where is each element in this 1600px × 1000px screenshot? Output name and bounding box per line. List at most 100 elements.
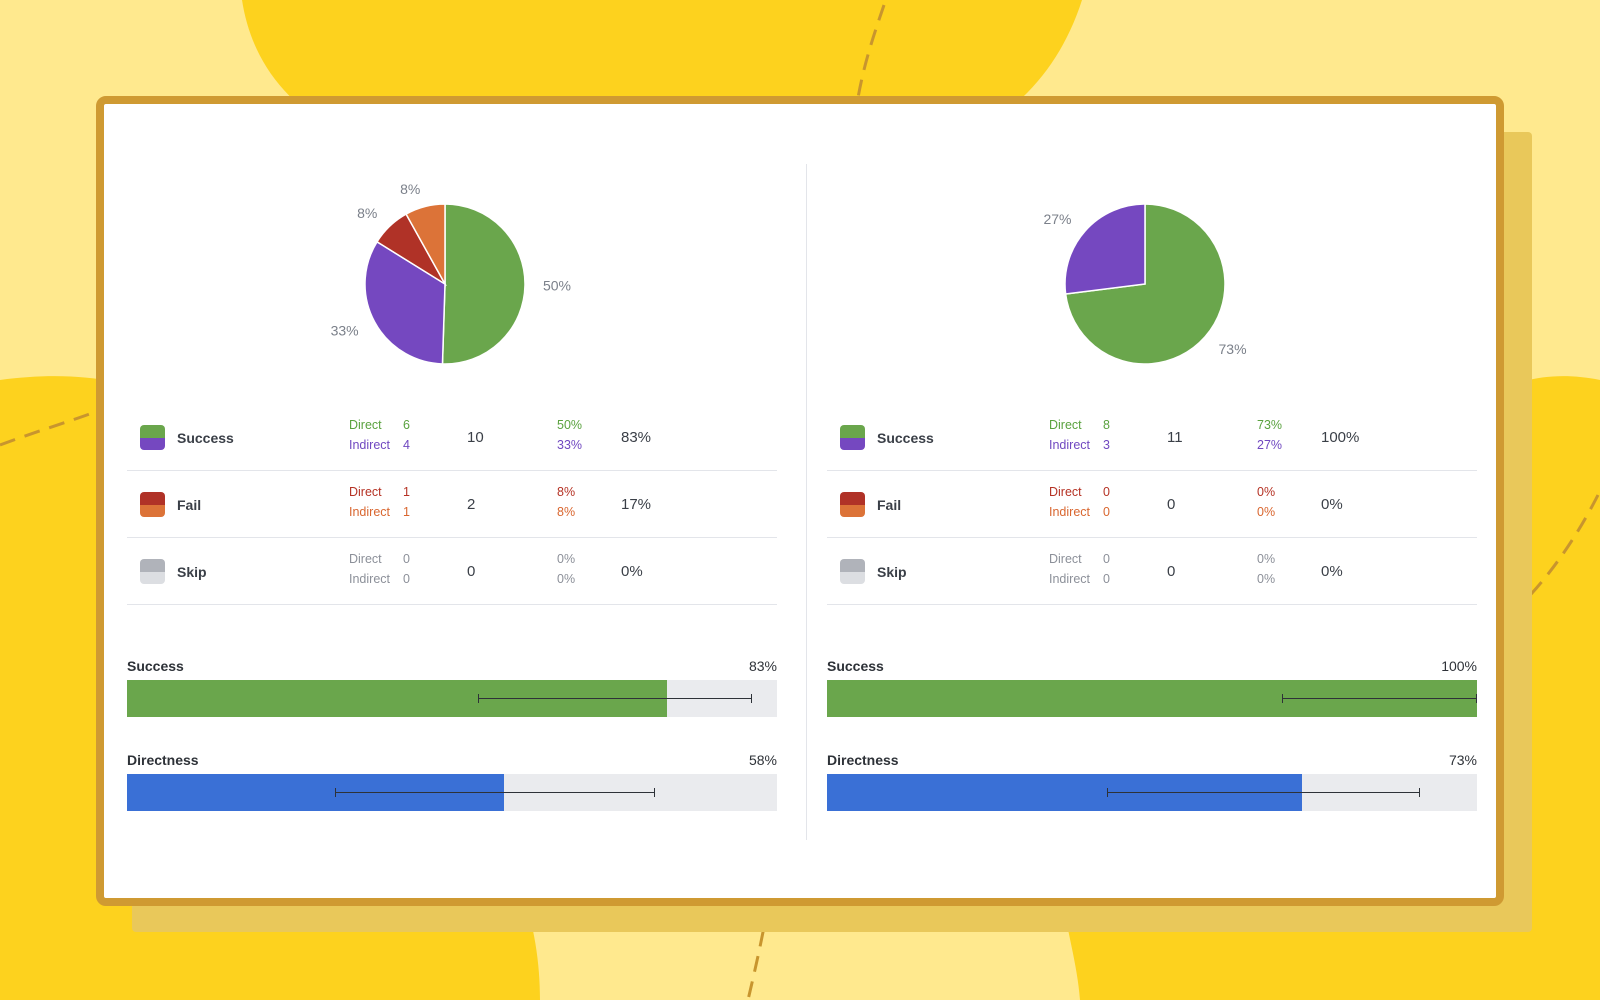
- indirect-percent: 27%: [1257, 438, 1283, 452]
- pie-slice: [405, 203, 446, 287]
- direct-label: Direct: [349, 418, 382, 432]
- indirect-percent: 0%: [557, 572, 576, 586]
- overall-percent: 0%: [1321, 563, 1343, 580]
- total-count: 11: [1167, 429, 1183, 446]
- table-row-skip: Skip Direct 0 Indirect 0 0 0% 0% 0%: [127, 538, 777, 605]
- pie-slice-label: 8%: [357, 205, 377, 221]
- indirect-label: Indirect: [1049, 505, 1090, 519]
- metric-value: 58%: [748, 752, 777, 768]
- total-count: 0: [1167, 496, 1176, 513]
- direct-percent: 0%: [1257, 485, 1276, 499]
- dashed-line: [0, 408, 101, 447]
- directness-bar: [127, 774, 777, 811]
- indirect-count: 1: [403, 505, 410, 519]
- skip-swatch-icon: [140, 559, 165, 584]
- fail-swatch-icon: [140, 492, 165, 517]
- confidence-interval: [335, 792, 654, 793]
- confidence-cap-low: [478, 694, 479, 703]
- metric-label: Directness: [127, 752, 199, 768]
- total-count: 0: [1167, 563, 1176, 580]
- panel-divider: [806, 164, 807, 840]
- indirect-label: Indirect: [1049, 438, 1090, 452]
- direct-percent: 0%: [557, 552, 576, 566]
- total-count: 10: [467, 429, 484, 446]
- pie-slice: [1064, 203, 1146, 295]
- direct-count: 8: [1103, 418, 1110, 432]
- row-label: Fail: [877, 497, 902, 513]
- metric-value: 73%: [1448, 752, 1477, 768]
- direct-label: Direct: [349, 552, 382, 566]
- confidence-cap-low: [1282, 694, 1283, 703]
- confidence-cap-high: [751, 694, 752, 703]
- results-card: 50% 33% 8% 8% Success Direct 6 Indirect 4 1…: [96, 96, 1504, 906]
- direct-label: Direct: [1049, 552, 1082, 566]
- overall-percent: 0%: [1321, 496, 1343, 513]
- table-row-fail: Fail Direct 0 Indirect 0 0 0% 0% 0%: [827, 471, 1477, 538]
- confidence-interval: [1282, 698, 1477, 699]
- direct-count: 6: [403, 418, 410, 432]
- row-label: Fail: [177, 497, 202, 513]
- pie-slice-label: 33%: [331, 322, 359, 338]
- metric-label: Success: [827, 658, 884, 674]
- direct-label: Direct: [1049, 485, 1082, 499]
- indirect-count: 0: [1103, 572, 1110, 586]
- pie-slice-label: 73%: [1219, 341, 1247, 357]
- results-table: Success Direct 8 Indirect 3 11 73% 27% 1…: [827, 404, 1477, 605]
- metric-label: Success: [127, 658, 184, 674]
- overall-percent: 0%: [621, 563, 643, 580]
- direct-count: 0: [1103, 485, 1110, 499]
- confidence-cap-high: [653, 788, 655, 797]
- row-label: Success: [177, 430, 234, 446]
- indirect-percent: 0%: [1257, 505, 1276, 519]
- direct-label: Direct: [1049, 418, 1082, 432]
- indirect-label: Indirect: [349, 505, 390, 519]
- direct-label: Direct: [349, 485, 382, 499]
- indirect-count: 0: [1103, 505, 1110, 519]
- direct-count: 1: [403, 485, 410, 499]
- indirect-percent: 0%: [1257, 572, 1276, 586]
- table-row-success: Success Direct 6 Indirect 4 10 50% 33% 8…: [127, 404, 777, 471]
- direct-percent: 73%: [1257, 418, 1283, 432]
- success-swatch-icon: [140, 425, 165, 450]
- indirect-count: 4: [403, 438, 410, 452]
- pie-slice-label: 50%: [543, 278, 571, 294]
- table-row-success: Success Direct 8 Indirect 3 11 73% 27% 1…: [827, 404, 1477, 471]
- confidence-cap-low: [335, 788, 336, 797]
- pie-slice-label: 8%: [400, 184, 420, 197]
- total-count: 0: [467, 563, 476, 580]
- success-bar: [827, 680, 1477, 717]
- direct-percent: 50%: [557, 418, 583, 432]
- direct-percent: 0%: [1257, 552, 1276, 566]
- fail-swatch-icon: [840, 492, 865, 517]
- pie-slice: [441, 203, 526, 365]
- confidence-interval: [1106, 792, 1419, 793]
- directness-bar: [827, 774, 1477, 811]
- direct-count: 0: [403, 552, 410, 566]
- direct-percent: 8%: [557, 485, 576, 499]
- table-row-fail: Fail Direct 1 Indirect 1 2 8% 8% 17%: [127, 471, 777, 538]
- pie-chart: 73% 27%: [1043, 203, 1247, 365]
- pie-slice-label: 27%: [1043, 211, 1071, 227]
- dashed-line: [854, 4, 886, 111]
- row-label: Skip: [177, 564, 207, 580]
- indirect-count: 0: [403, 572, 410, 586]
- results-panel-1: 50% 33% 8% 8% Success Direct 6 Indirect 4 1…: [127, 104, 777, 894]
- total-count: 2: [467, 496, 476, 513]
- table-row-skip: Skip Direct 0 Indirect 0 0 0% 0% 0%: [827, 538, 1477, 605]
- indirect-percent: 33%: [557, 438, 583, 452]
- confidence-interval: [478, 698, 751, 699]
- overall-percent: 100%: [1321, 429, 1360, 446]
- success-swatch-icon: [840, 425, 865, 450]
- confidence-cap-high: [1476, 694, 1477, 703]
- overall-percent: 17%: [621, 496, 652, 513]
- indirect-label: Indirect: [1049, 572, 1090, 586]
- pie-chart: 50% 33% 8% 8%: [331, 184, 571, 365]
- indirect-count: 3: [1103, 438, 1110, 452]
- skip-swatch-icon: [840, 559, 865, 584]
- row-label: Success: [877, 430, 934, 446]
- metric-label: Directness: [827, 752, 899, 768]
- indirect-label: Indirect: [349, 438, 390, 452]
- indirect-label: Indirect: [349, 572, 390, 586]
- results-panel-2: 73% 27% Success Direct 8 Indirect 3 11 73…: [827, 104, 1477, 894]
- indirect-percent: 8%: [557, 505, 576, 519]
